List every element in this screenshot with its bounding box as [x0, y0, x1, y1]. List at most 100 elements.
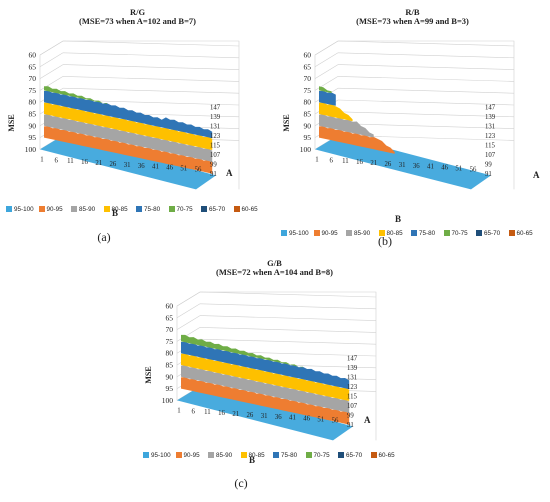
legend-label: 65-70: [346, 452, 363, 459]
legend-item: 85-90: [71, 206, 95, 214]
legend: 95-100 90-95 85-90 80-85 75-80 70-75 65-70 60-6…: [275, 230, 550, 242]
legend-label: 60-65: [516, 230, 533, 237]
legend-swatch: [411, 230, 417, 236]
a-tick-label: 139: [347, 365, 358, 372]
legend-label: 85-90: [216, 452, 233, 459]
chart-subtitle: (MSE=73 when A=99 and B=3): [356, 16, 469, 26]
b-tick-label: 16: [81, 159, 88, 166]
z-tick-label: 65: [166, 313, 174, 322]
legend-label: 95-100: [289, 230, 309, 237]
surface-band-80-85: [319, 102, 353, 122]
chart-panel-rb: R/B (MSE=73 when A=99 and B=3) 60 65 70 75 8…: [275, 0, 550, 251]
surface: [177, 334, 353, 441]
legend-swatch: [175, 452, 182, 458]
z-tick-label: 80: [166, 349, 174, 358]
legend-label: 75-80: [281, 452, 298, 459]
b-tick-label: 41: [289, 415, 296, 422]
b-tick-label: 46: [441, 165, 448, 172]
a-tick-label: 99: [485, 161, 492, 168]
a-tick-label: 123: [347, 384, 358, 391]
panel-caption: (b): [378, 234, 392, 248]
z-tick-label: 90: [166, 372, 174, 381]
z-tick-label: 95: [29, 133, 37, 142]
b-tick-label: 11: [204, 409, 211, 416]
legend-swatch: [305, 452, 312, 458]
legend-swatch: [103, 206, 110, 212]
a-tick-label: 147: [210, 104, 221, 111]
b-tick-label: 26: [110, 161, 117, 168]
b-tick-label: 36: [138, 163, 145, 170]
legend-item: 70-75: [168, 206, 193, 214]
a-tick-label: 99: [210, 161, 217, 168]
a-axis-label: A: [364, 415, 371, 425]
legend-swatch: [281, 230, 287, 236]
surface-band-80-85: [44, 102, 213, 150]
legend-item: 80-85: [103, 206, 128, 214]
surface-band-75-80: [44, 90, 213, 139]
a-tick-label: 131: [210, 123, 220, 130]
legend-item: 70-75: [443, 230, 468, 238]
b-tick-label: 51: [180, 165, 187, 172]
legend-label: 80-85: [386, 230, 403, 237]
b-tick-label: 36: [413, 163, 420, 170]
b-tick-label: 31: [124, 162, 131, 169]
b-tick-label: 26: [247, 412, 254, 419]
a-tick-label: 147: [347, 355, 358, 362]
a-axis-label: A: [533, 170, 540, 180]
b-tick-label: 46: [166, 165, 173, 172]
z-tick-label: 100: [162, 396, 174, 405]
surface-band-75-80: [319, 90, 336, 106]
a-tick-label: 123: [210, 133, 221, 140]
b-tick-label: 31: [261, 413, 268, 420]
legend-label: 65-70: [484, 230, 501, 237]
surface: [40, 86, 216, 190]
legend-label: 80-85: [111, 206, 128, 213]
legend-swatch: [240, 452, 247, 458]
b-tick-label: 21: [95, 160, 102, 167]
legend-item: 75-80: [411, 230, 435, 238]
surface-band-90-95: [181, 377, 350, 425]
b-tick-label: 1: [177, 407, 180, 414]
legend-item: 75-80: [136, 206, 160, 214]
chart-title: R/B: [405, 7, 420, 17]
legend-label: 85-90: [354, 230, 371, 237]
surface-band-85-90: [44, 114, 213, 162]
b-axis-label: B: [249, 455, 255, 465]
legend-item: 70-75: [305, 452, 330, 460]
z-tick-label: 60: [166, 302, 174, 311]
surface-band-70-75: [319, 86, 332, 94]
z-axis-label: MSE: [282, 114, 291, 131]
a-tick-label: 107: [210, 152, 221, 159]
b-tick-label: 51: [455, 165, 462, 172]
chart-title: R/G: [129, 7, 146, 17]
a-tick-label: 131: [485, 123, 495, 130]
b-tick-label: 26: [385, 161, 392, 168]
b-tick-label: 6: [54, 157, 58, 164]
a-tick-label: 107: [347, 403, 358, 410]
z-tick-label: 60: [304, 51, 312, 60]
z-tick-label: 70: [304, 74, 312, 83]
b-tick-label: 46: [303, 416, 310, 423]
a-tick-label: 139: [485, 114, 496, 121]
legend-item: 95-100: [281, 230, 309, 238]
legend: 95-100 90-95 85-90 80-85 75-80 70-75 65-70 60-6…: [137, 452, 412, 464]
z-tick-label: 100: [300, 145, 312, 154]
b-tick-label: 1: [40, 156, 43, 163]
z-tick-label: 70: [166, 325, 174, 334]
b-axis-label: B: [112, 208, 118, 218]
a-tick-label: 91: [210, 171, 217, 178]
b-tick-label: 41: [427, 164, 434, 171]
b-tick-label: 31: [399, 162, 406, 169]
z-tick-label: 90: [29, 121, 37, 130]
b-tick-label: 16: [356, 159, 363, 166]
legend-item: 60-65: [508, 230, 533, 238]
legend-label: 70-75: [313, 452, 330, 459]
a-tick-label: 139: [210, 114, 221, 121]
legend-label: 75-80: [144, 206, 161, 213]
z-tick-label: 60: [29, 51, 37, 60]
panel-caption: (c): [234, 476, 248, 490]
b-tick-label: 6: [329, 157, 333, 164]
z-tick-label: 95: [304, 133, 312, 142]
